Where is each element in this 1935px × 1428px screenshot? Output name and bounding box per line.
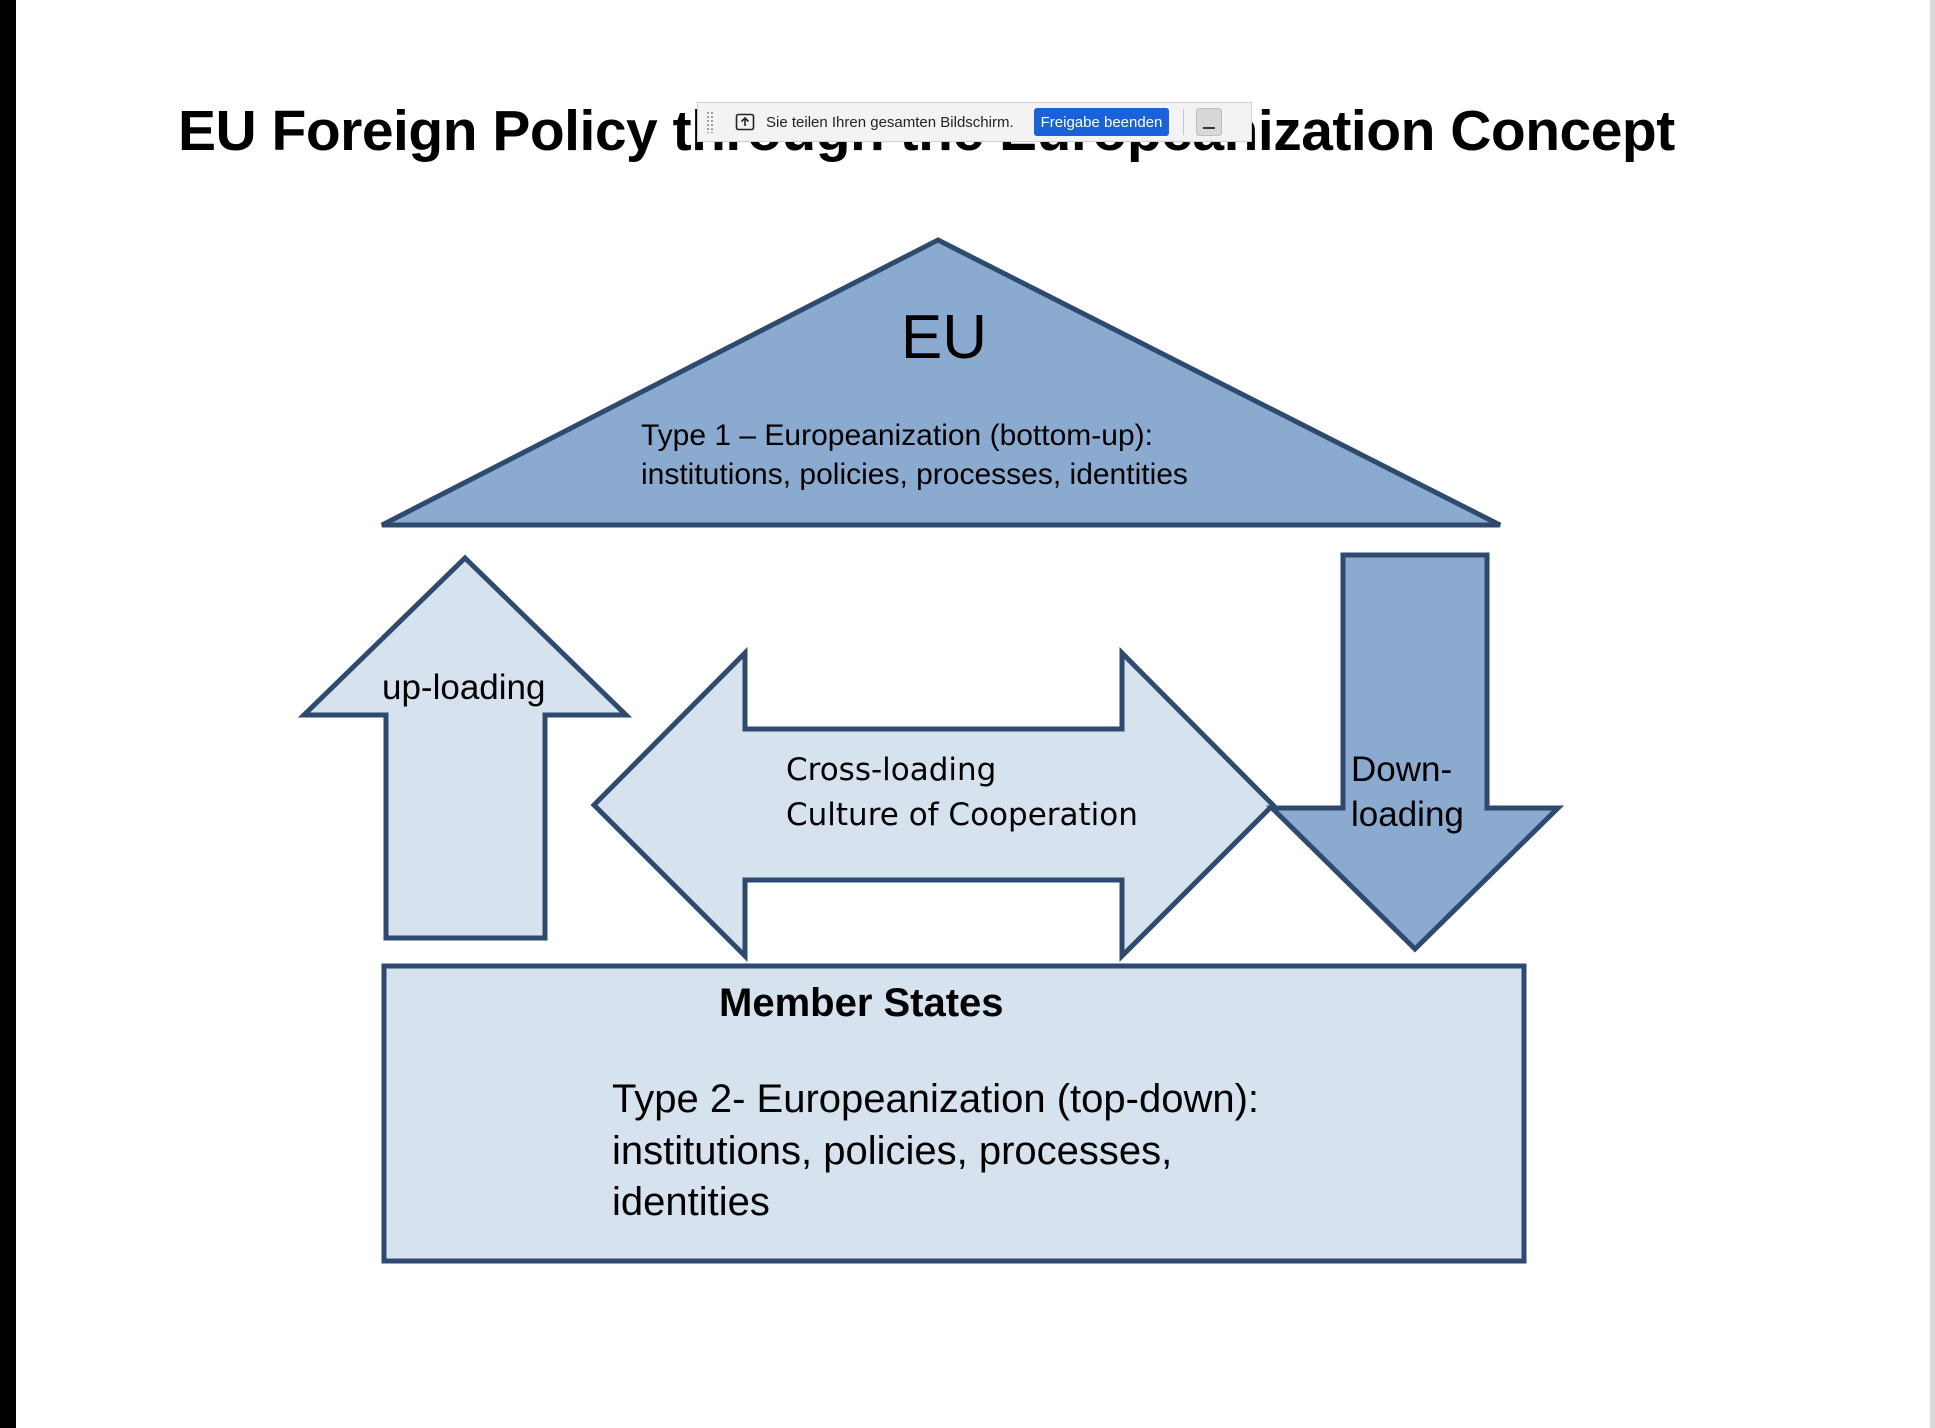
eu-triangle	[380, 237, 1502, 528]
up-loading-label: up-loading	[382, 668, 545, 707]
screen-share-icon	[734, 112, 756, 132]
drag-handle-icon[interactable]	[706, 111, 714, 133]
stop-sharing-button[interactable]: Freigabe beenden	[1033, 108, 1170, 136]
eu-type-line: Type 1 – Europeanization (bottom-up):	[641, 419, 1153, 452]
member-states-type-line: Type 2- Europeanization (top-down):	[612, 1077, 1259, 1121]
cross-loading-arrow	[590, 646, 1277, 963]
up-loading-arrow	[297, 554, 633, 941]
eu-items-line: institutions, policies, processes, ident…	[641, 458, 1188, 491]
down-loading-line2: loading	[1351, 795, 1464, 834]
cross-loading-line2: Culture of Cooperation	[786, 797, 1138, 833]
screen-share-bar: Sie teilen Ihren gesamten Bildschirm. Fr…	[697, 102, 1252, 142]
down-loading-line1: Down-	[1351, 750, 1452, 789]
minimize-icon[interactable]	[1196, 108, 1223, 136]
member-states-label: Member States	[719, 981, 1004, 1025]
eu-label: EU	[901, 303, 987, 372]
member-states-identities-line: identities	[612, 1180, 770, 1224]
divider	[1183, 109, 1185, 135]
window-edge	[1930, 0, 1935, 1428]
member-states-box	[381, 963, 1527, 1264]
cross-loading-line1: Cross-loading	[786, 752, 996, 788]
down-loading-arrow	[1265, 552, 1565, 953]
share-message: Sie teilen Ihren gesamten Bildschirm.	[766, 113, 1014, 131]
member-states-items-line: institutions, policies, processes,	[612, 1129, 1172, 1173]
